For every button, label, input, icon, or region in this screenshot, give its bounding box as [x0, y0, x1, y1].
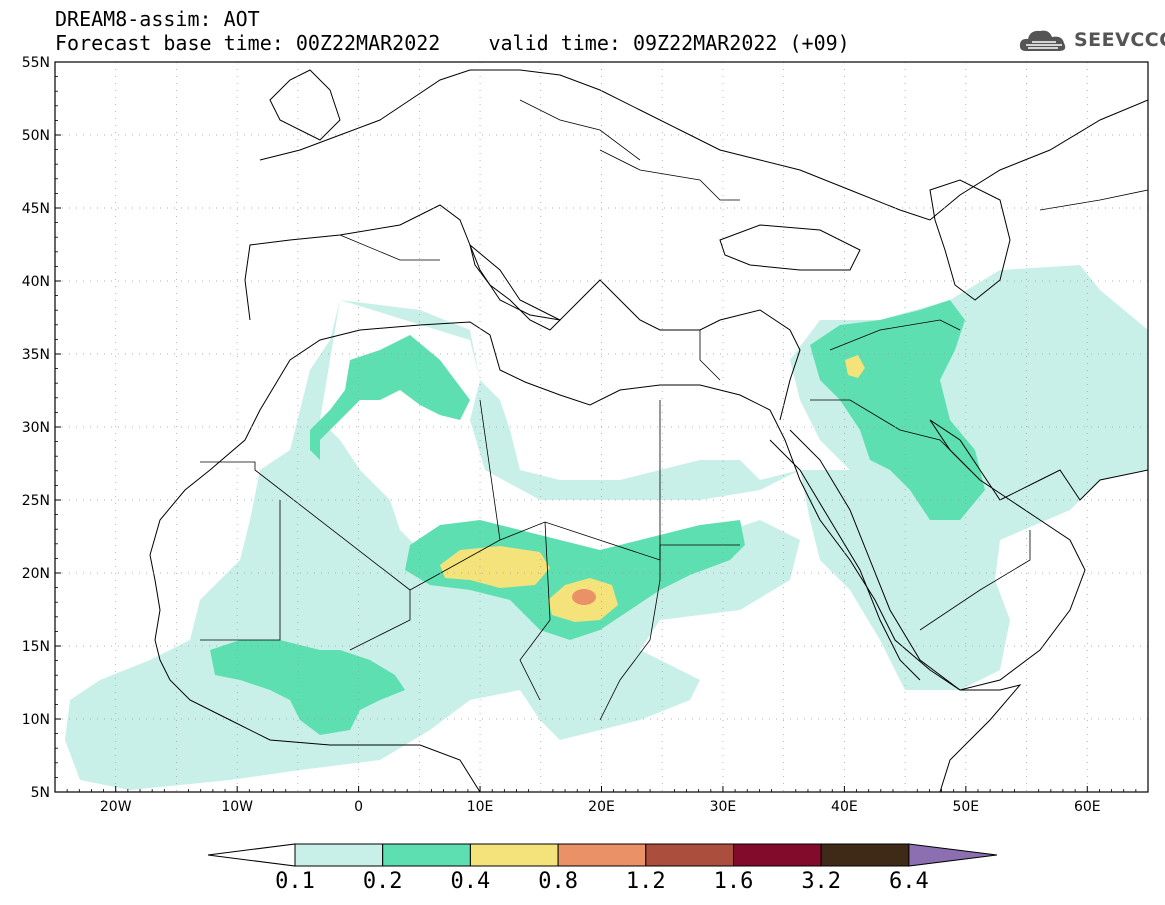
border-line — [810, 399, 971, 471]
border-line — [829, 319, 961, 351]
border-line — [1039, 189, 1148, 211]
aot-shading — [65, 265, 1148, 790]
aot-area-med-sahel — [210, 640, 405, 735]
aot-area-peak — [572, 589, 596, 605]
border-line — [599, 400, 661, 721]
colorbar-segment — [733, 843, 822, 867]
seevccc-logo: SEEVCCC — [1018, 26, 1165, 54]
colorbar-label: 3.2 — [801, 869, 841, 894]
lon-tick-label: 40E — [831, 799, 858, 815]
colorbar: 0.1 0.2 0.4 0.8 1.2 1.6 3.2 6.4 — [207, 843, 997, 894]
lon-tick-label: 60E — [1074, 799, 1101, 815]
coastline-africa-north — [149, 321, 1022, 792]
lat-lon-grid — [55, 62, 1148, 792]
lat-tick-label: 55N — [22, 55, 50, 71]
colorbar-segment — [820, 843, 910, 867]
coastline-black-sea — [719, 224, 861, 271]
colorbar-label: 1.6 — [714, 869, 754, 894]
lon-tick-label: 20W — [100, 799, 132, 815]
lat-tick-label: 25N — [22, 493, 50, 509]
border-line — [519, 99, 641, 161]
coastline-caspian — [929, 179, 1011, 301]
colorbar-segment — [469, 843, 559, 867]
coastline-italy — [469, 243, 561, 331]
colorbar-segment — [294, 843, 384, 867]
colorbar-segment — [382, 843, 471, 867]
border-line — [599, 149, 740, 201]
lat-tick-label: 40N — [22, 274, 50, 290]
logo-text: SEEVCCC — [1074, 29, 1165, 51]
border-line — [699, 330, 721, 381]
coastline-north-europe — [259, 69, 1148, 221]
forecast-time-subtitle: Forecast base time: 00Z22MAR2022 valid t… — [55, 31, 850, 55]
border-line — [200, 461, 411, 651]
lon-tick-label: 10E — [467, 799, 494, 815]
map-title: DREAM8-assim: AOT — [55, 7, 260, 31]
aot-area-med-atlas — [310, 335, 470, 460]
lat-tick-label: 45N — [22, 201, 50, 217]
lat-tick-label: 50N — [22, 128, 50, 144]
border-line — [339, 234, 440, 261]
coastline-red-sea — [769, 439, 921, 681]
lon-tick-label: 30E — [710, 799, 737, 815]
coastline-africa-west — [149, 554, 481, 792]
coastlines — [149, 69, 1148, 792]
colorbar-label: 0.2 — [363, 869, 403, 894]
aot-area-high-sahara-west — [440, 546, 550, 588]
lat-tick-label: 15N — [22, 639, 50, 655]
coastline-persian-gulf — [929, 419, 1148, 501]
latitude-axis: 55N 50N 45N 40N 35N 30N 25N 20N 15N 10N 5N — [22, 55, 61, 801]
border-line — [479, 399, 501, 541]
lat-tick-label: 35N — [22, 347, 50, 363]
aot-area-low-africa — [340, 265, 1148, 690]
border-line — [409, 521, 740, 591]
border-line — [519, 521, 551, 701]
coastline-uk — [269, 69, 341, 141]
colorbar-label: 0.1 — [275, 869, 315, 894]
border-line — [200, 500, 281, 641]
border-line — [919, 530, 1031, 631]
colorbar-label: 1.2 — [626, 869, 666, 894]
longitude-axis: 20W 10W 0 10E 20E 30E 40E 50E 60E — [66, 786, 1137, 815]
lat-tick-label: 30N — [22, 420, 50, 436]
lat-tick-label: 10N — [22, 712, 50, 728]
lon-tick-label: 0 — [354, 799, 363, 815]
lon-tick-label: 10W — [221, 799, 253, 815]
lat-tick-label: 5N — [31, 785, 50, 801]
colorbar-label: 0.8 — [538, 869, 578, 894]
colorbar-high-arrow — [908, 843, 997, 867]
coastline-arabia — [789, 419, 1086, 691]
colorbar-segment — [557, 843, 647, 867]
country-borders — [200, 99, 1148, 721]
lon-tick-label: 20E — [588, 799, 615, 815]
lon-tick-label: 50E — [952, 799, 979, 815]
colorbar-low-arrow — [207, 843, 296, 867]
colorbar-label: 0.4 — [451, 869, 491, 894]
aot-area-med-mesopotamia — [810, 300, 985, 520]
lat-tick-label: 20N — [22, 566, 50, 582]
cloud-icon — [1019, 30, 1066, 51]
colorbar-label: 6.4 — [889, 869, 929, 894]
colorbar-segment — [645, 843, 734, 867]
aot-area-high-iraq — [845, 355, 865, 378]
